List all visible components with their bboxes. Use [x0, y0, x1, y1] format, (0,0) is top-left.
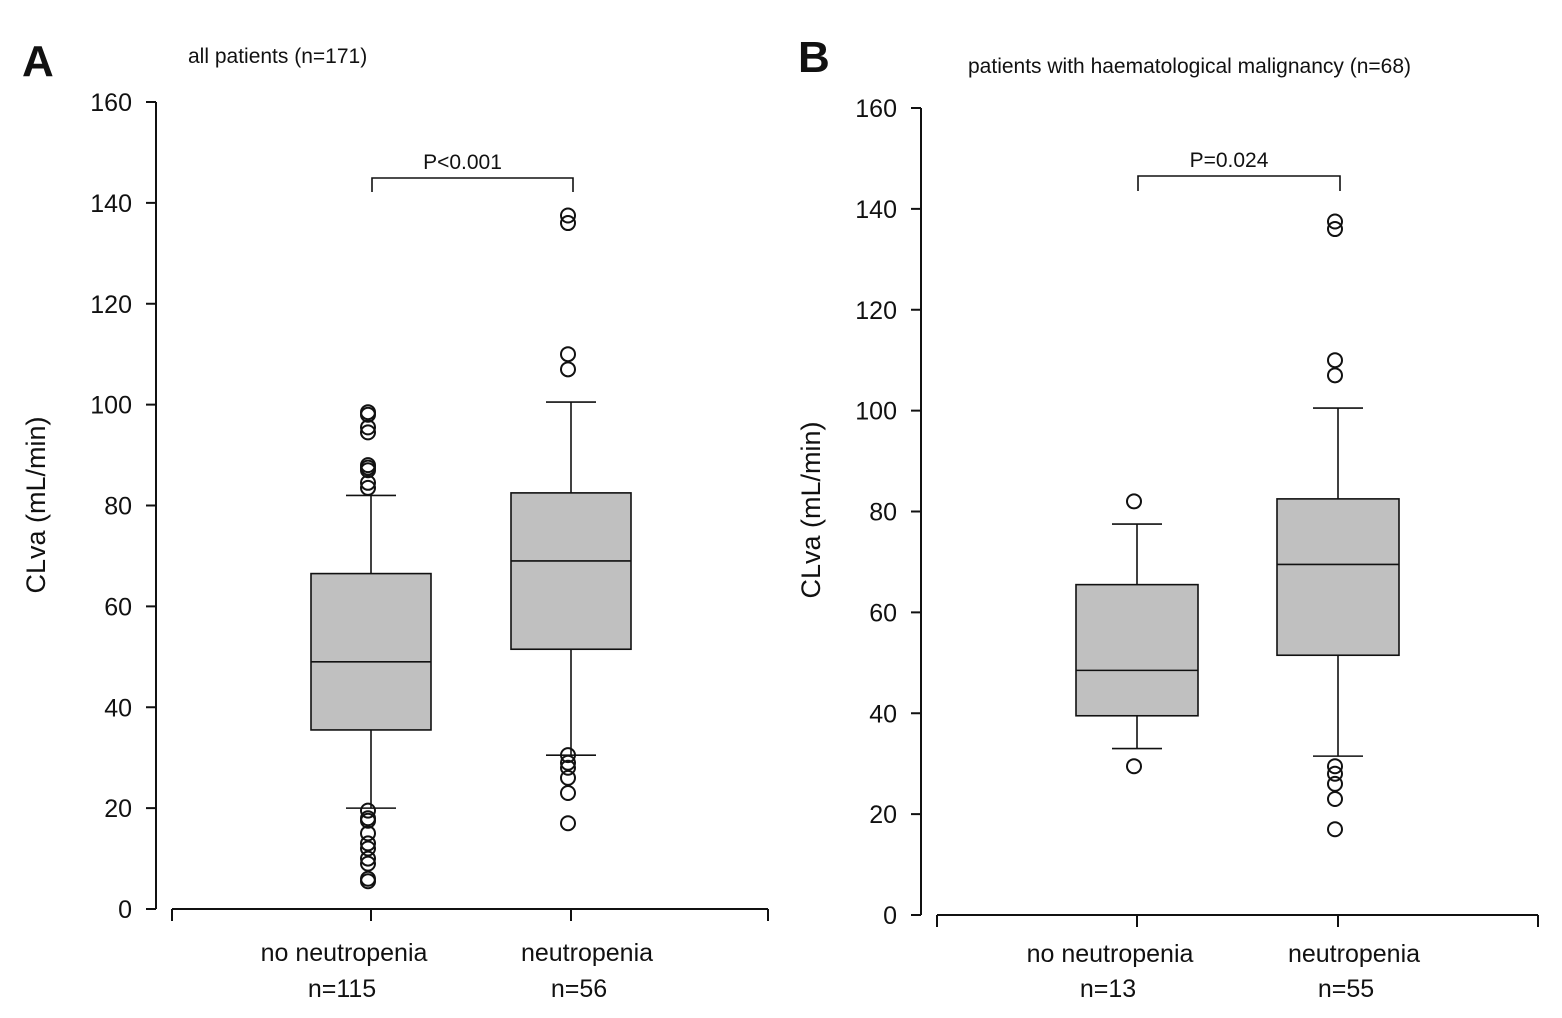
y-axis: 0 20 40 60 80 100 120 140 160 — [855, 95, 922, 930]
significance-bracket: P=0.024 — [1137, 149, 1341, 191]
y-tick-label: 140 — [855, 196, 897, 224]
x-category-label: no neutropenia — [261, 939, 428, 967]
bracket-line — [1137, 175, 1341, 191]
outlier-point — [560, 784, 576, 801]
y-tick-label: 0 — [118, 896, 132, 924]
x-category-label: neutropenia — [1288, 940, 1420, 968]
outlier-point — [560, 759, 576, 776]
outlier-point — [360, 812, 376, 829]
x-category-n-label: n=13 — [1080, 975, 1136, 1003]
outlier-point — [1327, 775, 1343, 792]
outlier-point — [360, 474, 376, 491]
outlier-point — [360, 462, 376, 479]
panel-letter: B — [798, 33, 830, 82]
y-tick-label: 0 — [883, 902, 897, 930]
p-value-label: P<0.001 — [423, 151, 502, 174]
box-group-neutropenia — [1276, 213, 1400, 838]
chart-title: all patients (n=171) — [188, 45, 367, 68]
y-tick-label: 80 — [869, 499, 897, 527]
outlier-point — [560, 346, 576, 363]
y-tick-label: 40 — [869, 700, 897, 728]
outlier-point — [560, 769, 576, 786]
outlier-point — [560, 215, 576, 232]
x-category-label: no neutropenia — [1027, 940, 1194, 968]
outlier-point — [360, 873, 376, 890]
y-tick-label: 60 — [104, 593, 132, 621]
chart-title: patients with haematological malignancy … — [968, 55, 1411, 78]
outlier-point — [560, 361, 576, 378]
outlier-point — [360, 850, 376, 867]
outlier-point — [1327, 790, 1343, 807]
x-category-n-label: n=55 — [1318, 975, 1374, 1003]
outlier-point — [1327, 221, 1343, 238]
outlier-point — [360, 406, 376, 423]
x-category-n-label: n=56 — [551, 975, 607, 1003]
y-tick-label: 60 — [869, 599, 897, 627]
outlier-point — [1126, 758, 1142, 775]
box-iqr — [310, 572, 432, 731]
outlier-point — [1327, 213, 1343, 230]
outlier-point — [560, 747, 576, 764]
box-iqr — [510, 492, 632, 651]
y-axis-label: CLva (mL/min) — [21, 416, 51, 593]
outlier-point — [360, 825, 376, 842]
outlier-point — [1327, 367, 1343, 384]
y-tick-label: 120 — [855, 297, 897, 325]
y-axis-label: CLva (mL/min) — [796, 421, 826, 598]
y-tick-label: 140 — [90, 190, 132, 218]
y-tick-label: 100 — [855, 398, 897, 426]
box-group-no-neutropenia — [1075, 493, 1199, 775]
outlier-point — [1327, 758, 1343, 775]
significance-bracket: P<0.001 — [371, 151, 574, 192]
outlier-point — [1126, 493, 1142, 510]
y-tick-label: 160 — [90, 89, 132, 117]
bracket-line — [371, 177, 574, 192]
outlier-point — [360, 479, 376, 496]
box-group-neutropenia — [510, 207, 632, 832]
x-axis: no neutropenia n=13 neutropenia n=55 — [936, 914, 1539, 1003]
y-tick-label: 120 — [90, 291, 132, 319]
x-category-n-label: n=115 — [308, 975, 376, 1003]
y-axis: 0 20 40 60 80 100 120 140 160 — [90, 89, 157, 924]
outlier-point — [360, 835, 376, 852]
outlier-point — [1327, 821, 1343, 838]
outlier-point — [360, 802, 376, 819]
y-tick-label: 20 — [104, 795, 132, 823]
p-value-label: P=0.024 — [1190, 149, 1269, 172]
y-tick-label: 20 — [869, 801, 897, 829]
outlier-point — [360, 424, 376, 441]
outlier-point — [560, 815, 576, 832]
x-axis: no neutropenia n=115 neutropenia n=56 — [171, 908, 769, 1003]
y-tick-label: 40 — [104, 694, 132, 722]
outlier-point — [360, 419, 376, 436]
outlier-point — [360, 855, 376, 872]
outlier-point — [560, 207, 576, 224]
outlier-point — [1327, 765, 1343, 782]
box-iqr — [1075, 583, 1199, 717]
y-tick-label: 80 — [104, 493, 132, 521]
outlier-point — [360, 840, 376, 857]
box-group-no-neutropenia — [310, 404, 432, 890]
box-iqr — [1276, 498, 1400, 657]
x-category-label: neutropenia — [521, 939, 653, 967]
outlier-point — [560, 754, 576, 771]
y-tick-label: 100 — [90, 392, 132, 420]
y-tick-label: 160 — [855, 95, 897, 123]
panel-letter: A — [22, 37, 54, 86]
outlier-point — [1327, 352, 1343, 369]
